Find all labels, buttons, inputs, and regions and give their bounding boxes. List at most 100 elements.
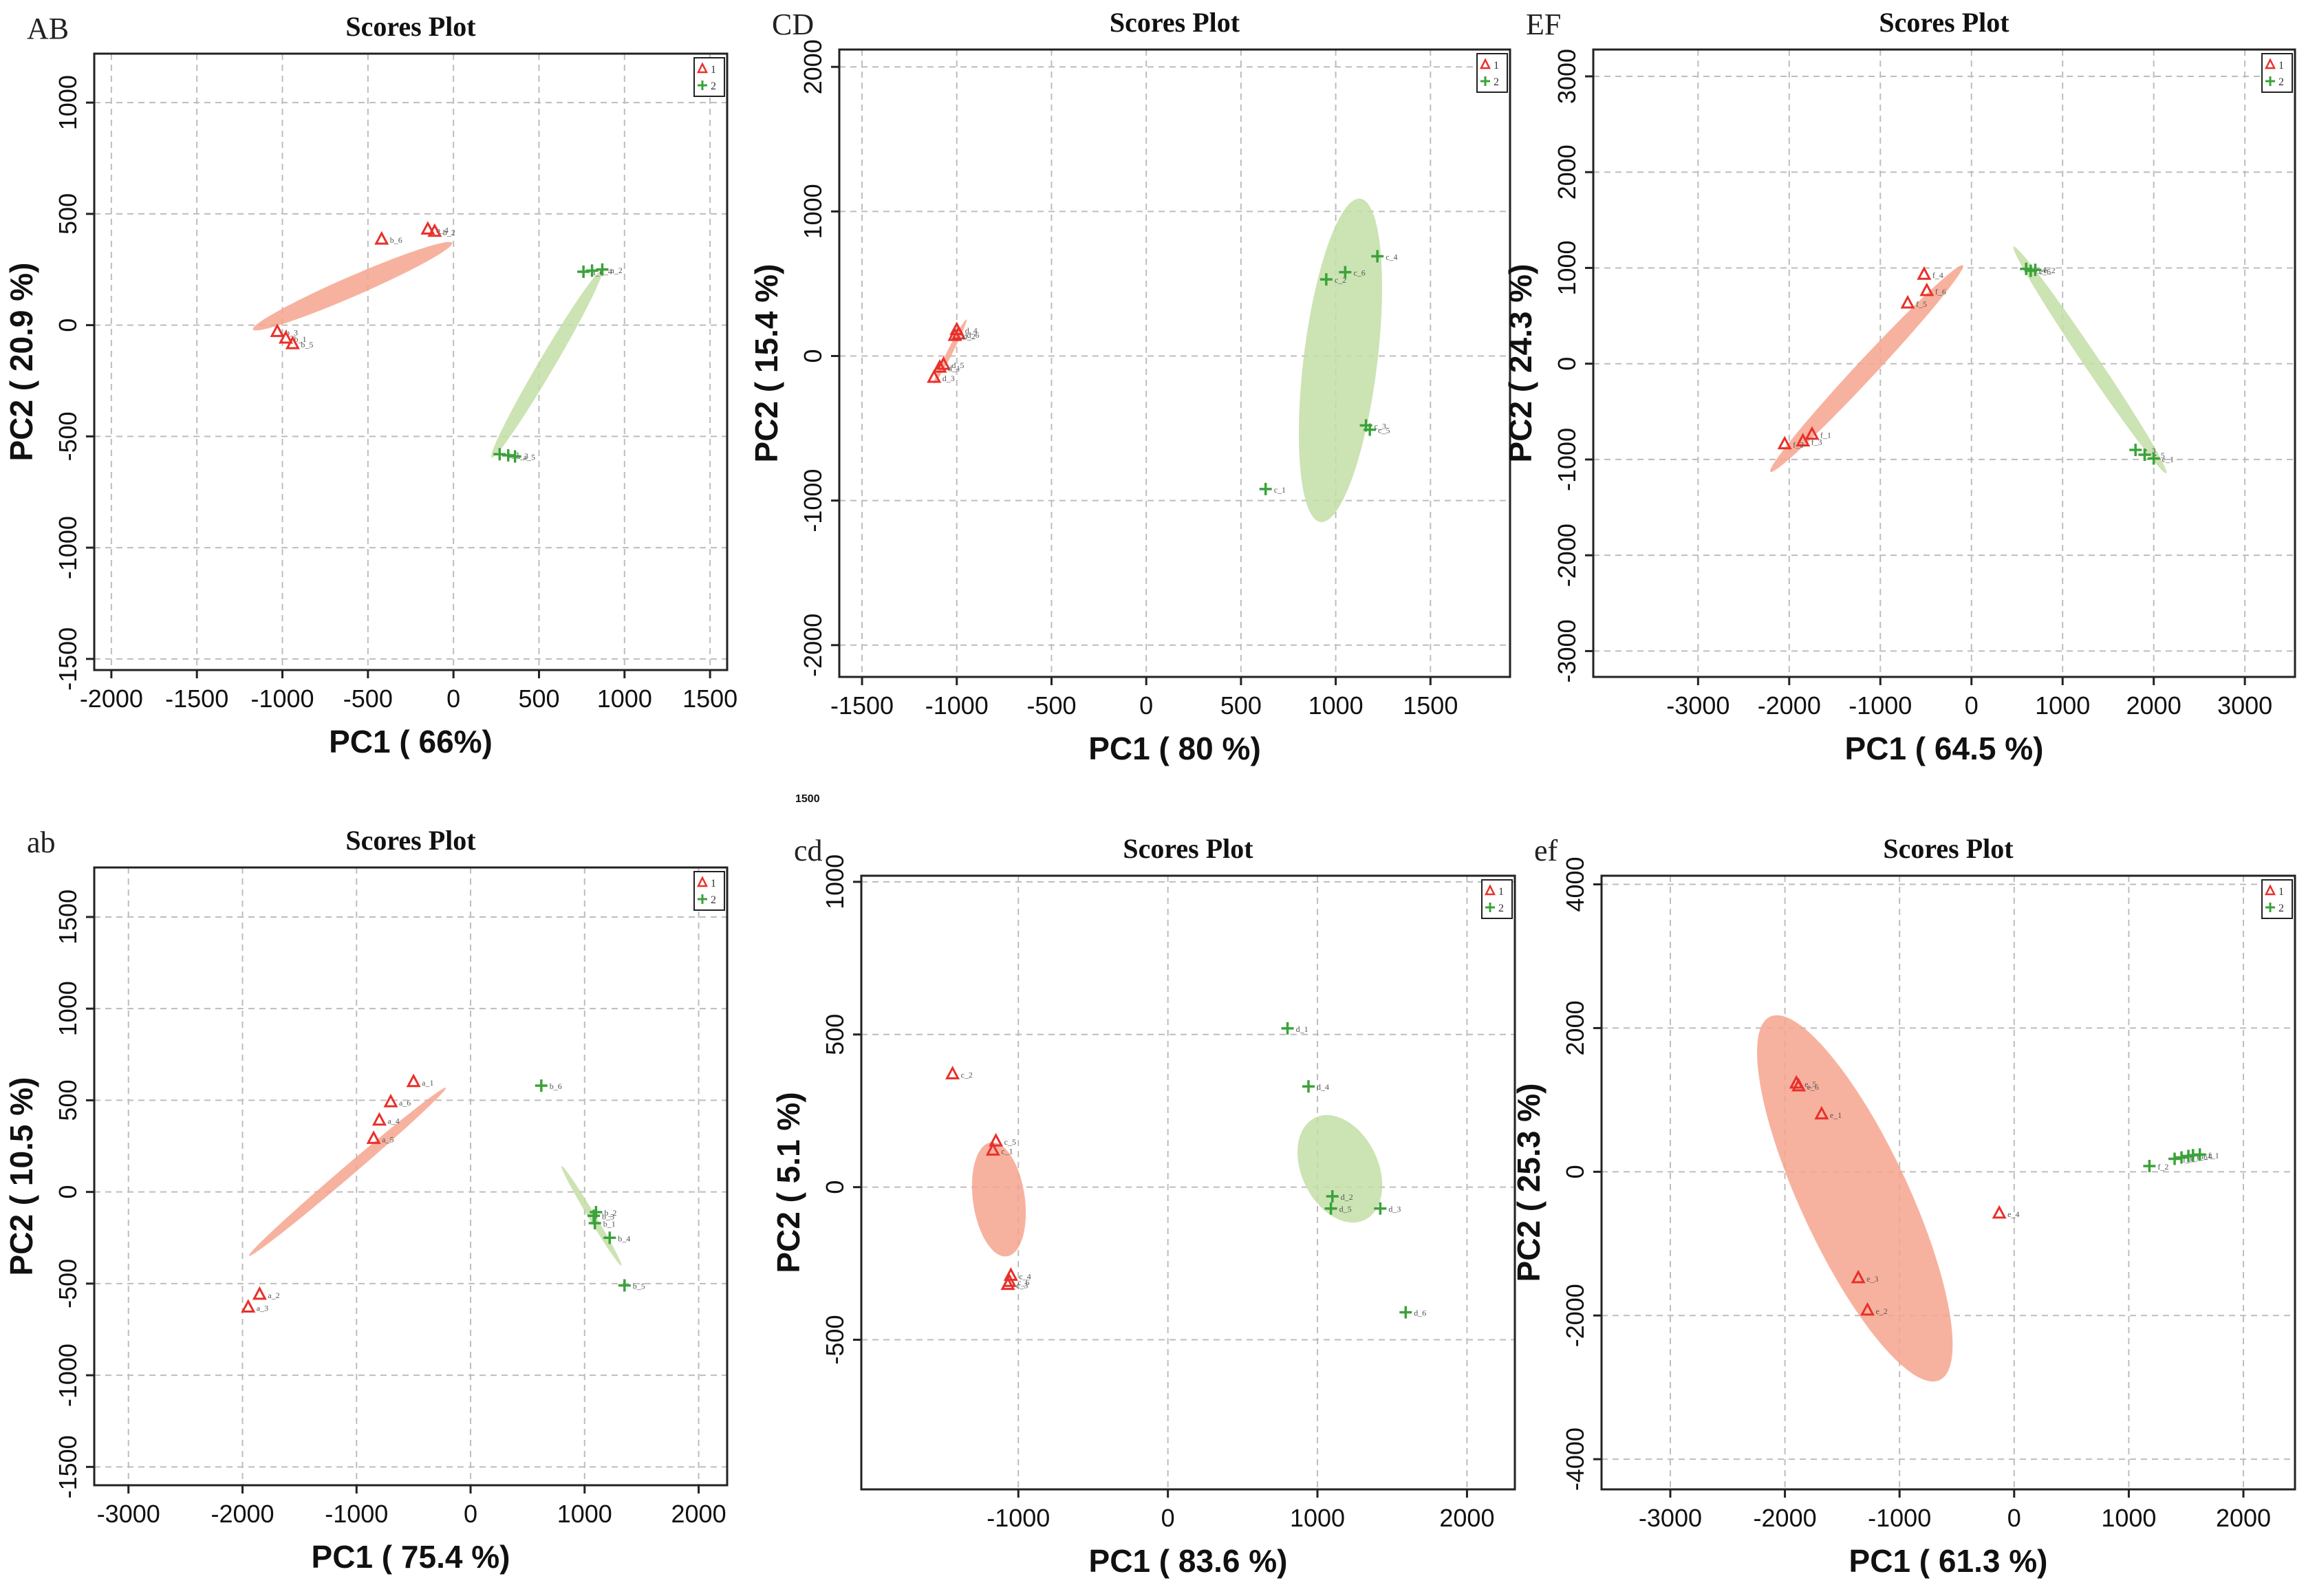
point-plus-e_2 (2029, 263, 2042, 277)
panel-EF: -3000 -2000 -1000 0 1000 2000 3000 -3000 -2000 -1… (1502, 7, 2296, 766)
point-triangle-b_6 (374, 230, 389, 245)
confidence-ellipse-group-2 (1297, 1114, 1383, 1223)
legend-box (693, 871, 725, 911)
y-tick-label: -1500 (54, 627, 82, 691)
x-tick-label: -1000 (925, 691, 989, 720)
x-tick-label: -1500 (830, 691, 894, 720)
y-tick-label: 2000 (1561, 1000, 1589, 1055)
y-tick-label: 500 (54, 1079, 82, 1121)
y-tick-label: -1000 (54, 516, 82, 579)
x-axis-label: PC1 ( 80 %) (1088, 731, 1261, 766)
point-plus-d_1 (1281, 1022, 1294, 1035)
point-label: c_1 (1001, 1146, 1013, 1156)
x-tick-label: 1000 (2101, 1504, 2156, 1532)
point-label: d_2 (963, 332, 976, 341)
legend-marker-plus (698, 894, 707, 904)
point-triangle-b_1 (278, 330, 293, 344)
point-triangle-d_2 (947, 327, 962, 341)
y-tick-label: -4000 (1561, 1427, 1589, 1491)
legend-marker-triangle (2264, 58, 2276, 69)
x-axis-label: PC1 ( 75.4 %) (312, 1539, 510, 1575)
x-tick-label: -500 (343, 684, 393, 713)
point-label: b_3 (602, 1211, 614, 1221)
point-plus-d_2 (1326, 1189, 1339, 1203)
y-tick-label: 1000 (54, 75, 82, 130)
y-tick-label: -1500 (54, 1435, 82, 1498)
point-plus-b_4 (603, 1231, 616, 1244)
point-label: d_6 (967, 330, 980, 340)
legend-marker-plus (1485, 903, 1495, 912)
point-plus-a_2 (596, 263, 609, 276)
legend-marker-triangle (2264, 884, 2276, 896)
point-label: b_5 (633, 1282, 645, 1291)
point-label: c_5 (1004, 1137, 1016, 1147)
y-tick-label: 1000 (54, 981, 82, 1036)
point-triangle-a_6 (383, 1093, 398, 1108)
point-label: f_4 (1932, 270, 1943, 280)
stray-label: 1500 (795, 793, 820, 805)
x-axis-label: PC1 ( 83.6 %) (1089, 1543, 1288, 1579)
x-tick-label: 0 (2007, 1504, 2021, 1532)
point-triangle-e_1 (1814, 1106, 1829, 1120)
panel-tag: cd (794, 834, 823, 867)
x-tick-label: -2000 (211, 1500, 274, 1528)
panel-CD: -1500 -1000 -500 0 500 1000 1500 -2000 -1000 0 100… (748, 7, 1511, 766)
legend-marker-plus (1480, 76, 1490, 86)
point-label: f_2 (1793, 440, 1804, 450)
point-plus-f_1 (2193, 1148, 2206, 1161)
point-triangle-e_3 (1851, 1269, 1866, 1284)
point-plus-c_4 (1371, 250, 1384, 263)
x-tick-label: 2000 (671, 1500, 726, 1528)
x-tick-label: 500 (518, 684, 559, 713)
legend-marker-triangle (696, 876, 709, 887)
y-tick-label: -2000 (799, 614, 827, 677)
legend-label: 1 (2278, 886, 2284, 898)
point-triangle-e_2 (1860, 1302, 1875, 1316)
chart-title: Scores Plot (1110, 7, 1240, 38)
legend-box (1476, 53, 1508, 93)
y-tick-label: 0 (1553, 357, 1581, 371)
x-tick-label: 0 (446, 684, 460, 713)
x-tick-label: 0 (464, 1500, 477, 1528)
point-label: b_6 (550, 1081, 562, 1091)
point-triangle-c_5 (989, 1132, 1004, 1147)
point-label: c_4 (1019, 1271, 1031, 1281)
point-label: a_1 (422, 1078, 433, 1088)
legend-label: 2 (1494, 76, 1499, 88)
point-plus-c_5 (1364, 423, 1377, 436)
y-tick-label: -500 (821, 1315, 849, 1365)
chart-title: Scores Plot (345, 11, 476, 42)
legend-marker-triangle (1484, 884, 1496, 896)
point-plus-c_6 (1339, 266, 1352, 279)
point-label: f_5 (1916, 299, 1927, 309)
x-tick-label: -2000 (80, 684, 143, 713)
point-triangle-e_6 (1791, 1077, 1807, 1092)
legend-marker-plus (698, 80, 707, 90)
x-tick-label: 1000 (1290, 1504, 1345, 1532)
point-label: c_2 (961, 1070, 973, 1079)
point-label: f_1 (1820, 431, 1831, 440)
confidence-ellipse-group-2 (1299, 198, 1382, 522)
point-label: b_2 (443, 228, 455, 237)
y-tick-label: 1000 (1553, 240, 1581, 295)
y-tick-label: 0 (799, 349, 827, 363)
legend-label: 1 (1494, 60, 1499, 72)
legend-box (1481, 879, 1513, 919)
point-label: d_3 (1388, 1205, 1401, 1214)
point-label: c_6 (1017, 1277, 1029, 1287)
x-tick-label: -1000 (250, 684, 314, 713)
legend-label: 2 (2278, 903, 2284, 914)
point-label: e_5 (1804, 1079, 1816, 1089)
y-tick-label: 0 (54, 319, 82, 332)
y-tick-label: -500 (54, 411, 82, 461)
confidence-ellipse-group-1 (1757, 1015, 1953, 1382)
x-tick-label: -1000 (1868, 1504, 1931, 1532)
x-tick-label: -3000 (1639, 1504, 1702, 1532)
x-tick-label: 0 (1139, 691, 1153, 720)
panel-tag: ef (1534, 834, 1558, 867)
point-label: f_1 (2208, 1150, 2219, 1160)
point-plus-b_6 (535, 1079, 548, 1092)
point-plus-d_5 (1324, 1202, 1337, 1215)
legend-box (2261, 879, 2293, 919)
y-tick-label: -500 (54, 1259, 82, 1308)
